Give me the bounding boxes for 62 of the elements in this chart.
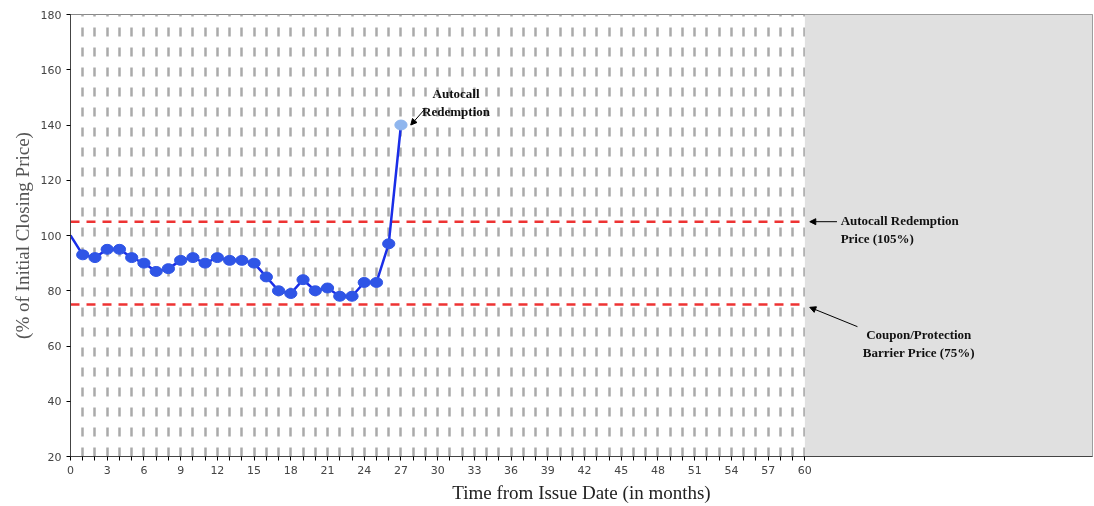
y-tick-label: 80 bbox=[47, 284, 62, 298]
point bbox=[357, 277, 371, 288]
x-tick-label: 0 bbox=[67, 463, 74, 477]
y-axis-title: (% of Initial Closing Price) bbox=[11, 132, 34, 339]
ref-line-label: Coupon/Protection Barrier Price (75%) bbox=[862, 326, 975, 360]
x-tick-label: 42 bbox=[577, 463, 592, 477]
y-tick-label: 40 bbox=[47, 395, 62, 409]
y-tick-label: 100 bbox=[40, 229, 62, 243]
point bbox=[345, 290, 359, 302]
point bbox=[76, 249, 90, 261]
x-tick-label: 36 bbox=[504, 463, 519, 477]
y-tick-label: 160 bbox=[40, 63, 62, 77]
point bbox=[222, 254, 237, 266]
x-tick-label: 60 bbox=[797, 463, 812, 477]
point bbox=[137, 257, 151, 269]
x-tick-label: 45 bbox=[614, 463, 629, 477]
point bbox=[320, 282, 335, 294]
y-tick-label: 20 bbox=[47, 450, 62, 464]
point bbox=[296, 274, 310, 286]
y-tick-label: 180 bbox=[40, 8, 62, 22]
point bbox=[284, 288, 298, 299]
point bbox=[382, 238, 396, 250]
x-tick-label: 12 bbox=[210, 463, 225, 477]
x-tick-label: 39 bbox=[540, 463, 555, 477]
point bbox=[259, 271, 273, 283]
point bbox=[394, 119, 408, 131]
y-tick-label: 140 bbox=[40, 119, 62, 132]
point bbox=[88, 252, 102, 264]
point bbox=[149, 265, 163, 277]
x-axis-title: Time from Issue Date (in months) bbox=[452, 481, 711, 504]
point bbox=[161, 263, 176, 275]
x-tick-label: 3 bbox=[103, 463, 111, 477]
point bbox=[333, 290, 347, 302]
y-tick-label: 60 bbox=[47, 340, 62, 353]
y-tick-label: 120 bbox=[40, 174, 62, 188]
annotation: Autocall Redemption bbox=[422, 86, 491, 120]
point bbox=[198, 257, 212, 269]
ref-line-label: Autocall Redemption Price (105%) bbox=[840, 213, 960, 247]
point bbox=[100, 243, 114, 255]
point bbox=[271, 285, 286, 297]
point bbox=[210, 252, 224, 264]
point bbox=[308, 285, 322, 297]
point bbox=[247, 257, 261, 269]
x-tick-label: 54 bbox=[724, 463, 739, 477]
x-tick-label: 15 bbox=[247, 463, 262, 477]
x-tick-label: 18 bbox=[283, 463, 298, 477]
x-tick-label: 27 bbox=[393, 463, 408, 477]
point bbox=[125, 252, 139, 264]
point bbox=[186, 252, 200, 264]
x-tick-label: 6 bbox=[140, 463, 148, 477]
x-tick-label: 21 bbox=[320, 463, 335, 477]
point bbox=[174, 254, 188, 266]
point bbox=[369, 277, 384, 288]
x-tick-label: 33 bbox=[467, 463, 482, 477]
x-tick-label: 48 bbox=[651, 463, 665, 477]
x-tick-label: 9 bbox=[177, 463, 185, 477]
x-tick-label: 51 bbox=[687, 463, 702, 477]
x-tick-label: 24 bbox=[357, 463, 372, 477]
point bbox=[235, 254, 249, 266]
x-tick-label: 57 bbox=[761, 463, 776, 477]
point bbox=[112, 243, 127, 255]
x-tick-label: 30 bbox=[430, 463, 445, 477]
